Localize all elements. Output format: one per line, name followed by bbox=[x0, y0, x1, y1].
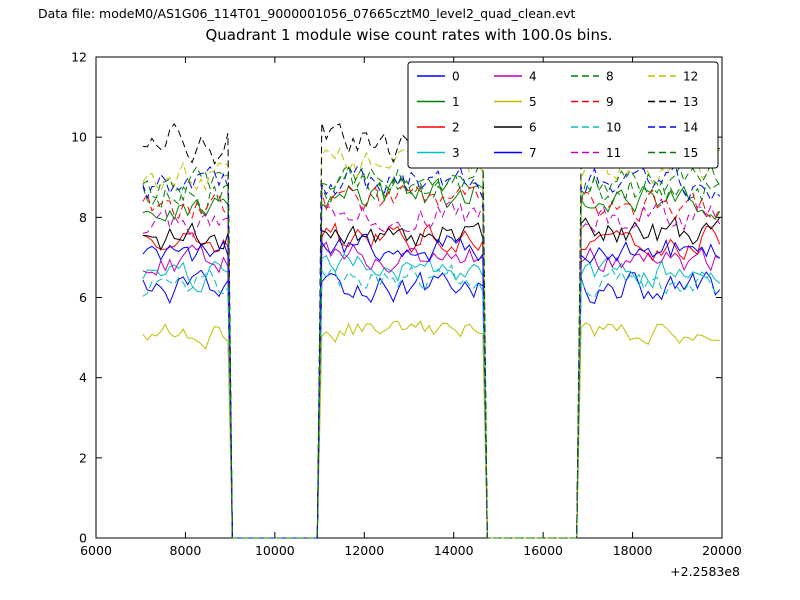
series-line-15 bbox=[142, 159, 721, 539]
x-tick-label: 16000 bbox=[523, 543, 563, 558]
y-tick-label: 0 bbox=[79, 531, 87, 546]
legend-label-5: 5 bbox=[529, 95, 537, 109]
x-tick-label: 10000 bbox=[255, 543, 295, 558]
series-group bbox=[142, 114, 721, 539]
x-tick-label: 18000 bbox=[613, 543, 653, 558]
series-line-14 bbox=[142, 163, 721, 539]
legend-label-15: 15 bbox=[683, 146, 698, 160]
series-line-9 bbox=[142, 184, 721, 539]
x-tick-label: 14000 bbox=[434, 543, 474, 558]
x-tick-label: 6000 bbox=[80, 543, 112, 558]
legend-label-12: 12 bbox=[683, 70, 698, 84]
x-axis-offset-label: +2.2583e8 bbox=[670, 564, 740, 579]
legend-label-11: 11 bbox=[606, 146, 621, 160]
legend-label-3: 3 bbox=[452, 146, 460, 160]
y-tick-label: 8 bbox=[79, 210, 87, 225]
legend-label-6: 6 bbox=[529, 121, 537, 135]
x-axis: 6000 8000 10000 12000 14000 16000 18000 20000 bbox=[80, 57, 742, 558]
chart-title: Quadrant 1 module wise count rates with … bbox=[205, 26, 613, 44]
x-tick-label: 12000 bbox=[344, 543, 384, 558]
y-tick-label: 4 bbox=[79, 370, 87, 385]
legend-label-13: 13 bbox=[683, 95, 698, 109]
legend-label-8: 8 bbox=[606, 70, 614, 84]
legend-label-4: 4 bbox=[529, 70, 537, 84]
y-tick-label: 12 bbox=[71, 50, 87, 65]
legend-label-0: 0 bbox=[452, 70, 460, 84]
legend-label-2: 2 bbox=[452, 121, 460, 135]
legend-label-10: 10 bbox=[606, 121, 621, 135]
y-tick-label: 2 bbox=[79, 450, 87, 465]
y-tick-label: 6 bbox=[79, 290, 87, 305]
data-file-label: Data file: modeM0/AS1G06_114T01_90000010… bbox=[38, 6, 576, 21]
legend-label-7: 7 bbox=[529, 146, 537, 160]
x-tick-label: 8000 bbox=[170, 543, 202, 558]
y-tick-label: 10 bbox=[71, 130, 87, 145]
legend-label-14: 14 bbox=[683, 121, 698, 135]
x-tick-label: 20000 bbox=[702, 543, 742, 558]
legend-box bbox=[407, 61, 719, 169]
legend-label-9: 9 bbox=[606, 95, 614, 109]
legend-label-1: 1 bbox=[452, 95, 460, 109]
